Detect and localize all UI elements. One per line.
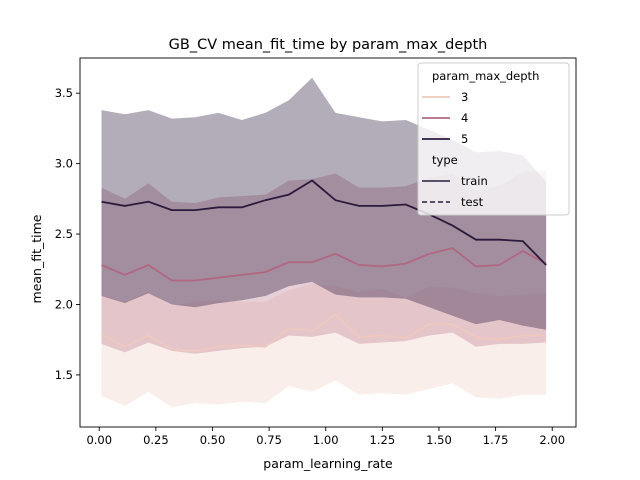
chart-title: GB_CV mean_fit_time by param_max_depth xyxy=(169,37,488,53)
x-tick-label: 0.50 xyxy=(200,433,226,447)
x-tick-label: 1.75 xyxy=(483,433,509,447)
x-tick-label: 1.50 xyxy=(426,433,452,447)
legend-label-test: test xyxy=(461,195,484,209)
ci-band-3 xyxy=(101,283,547,408)
legend-label-3: 3 xyxy=(461,90,468,104)
legend-hue-title: param_max_depth xyxy=(432,69,539,83)
legend-label-4: 4 xyxy=(461,111,468,125)
x-tick-label: 0.25 xyxy=(143,433,169,447)
legend-label-5: 5 xyxy=(461,132,468,146)
y-tick-label: 2.5 xyxy=(55,227,73,241)
y-axis-label: mean_fit_time xyxy=(29,214,44,303)
series-line-3 xyxy=(101,313,547,352)
series-line-5 xyxy=(101,179,547,266)
x-tick-label: 0.00 xyxy=(86,433,112,447)
x-axis-label: param_learning_rate xyxy=(263,456,393,471)
y-tick-label: 2.0 xyxy=(55,297,73,311)
x-tick-label: 1.25 xyxy=(370,433,396,447)
legend-style-title: type xyxy=(432,153,458,167)
legend-label-train: train xyxy=(461,174,488,188)
x-tick-label: 2.00 xyxy=(539,433,565,447)
axes-frame xyxy=(79,57,577,428)
series-line-4 xyxy=(101,247,547,282)
y-tick-label: 3.5 xyxy=(55,86,73,100)
y-tick-label: 3.0 xyxy=(55,157,73,171)
y-tick-label: 1.5 xyxy=(55,368,73,382)
x-tick-label: 1.00 xyxy=(313,433,339,447)
legend-box xyxy=(417,62,570,216)
x-tick-label: 0.75 xyxy=(256,433,282,447)
